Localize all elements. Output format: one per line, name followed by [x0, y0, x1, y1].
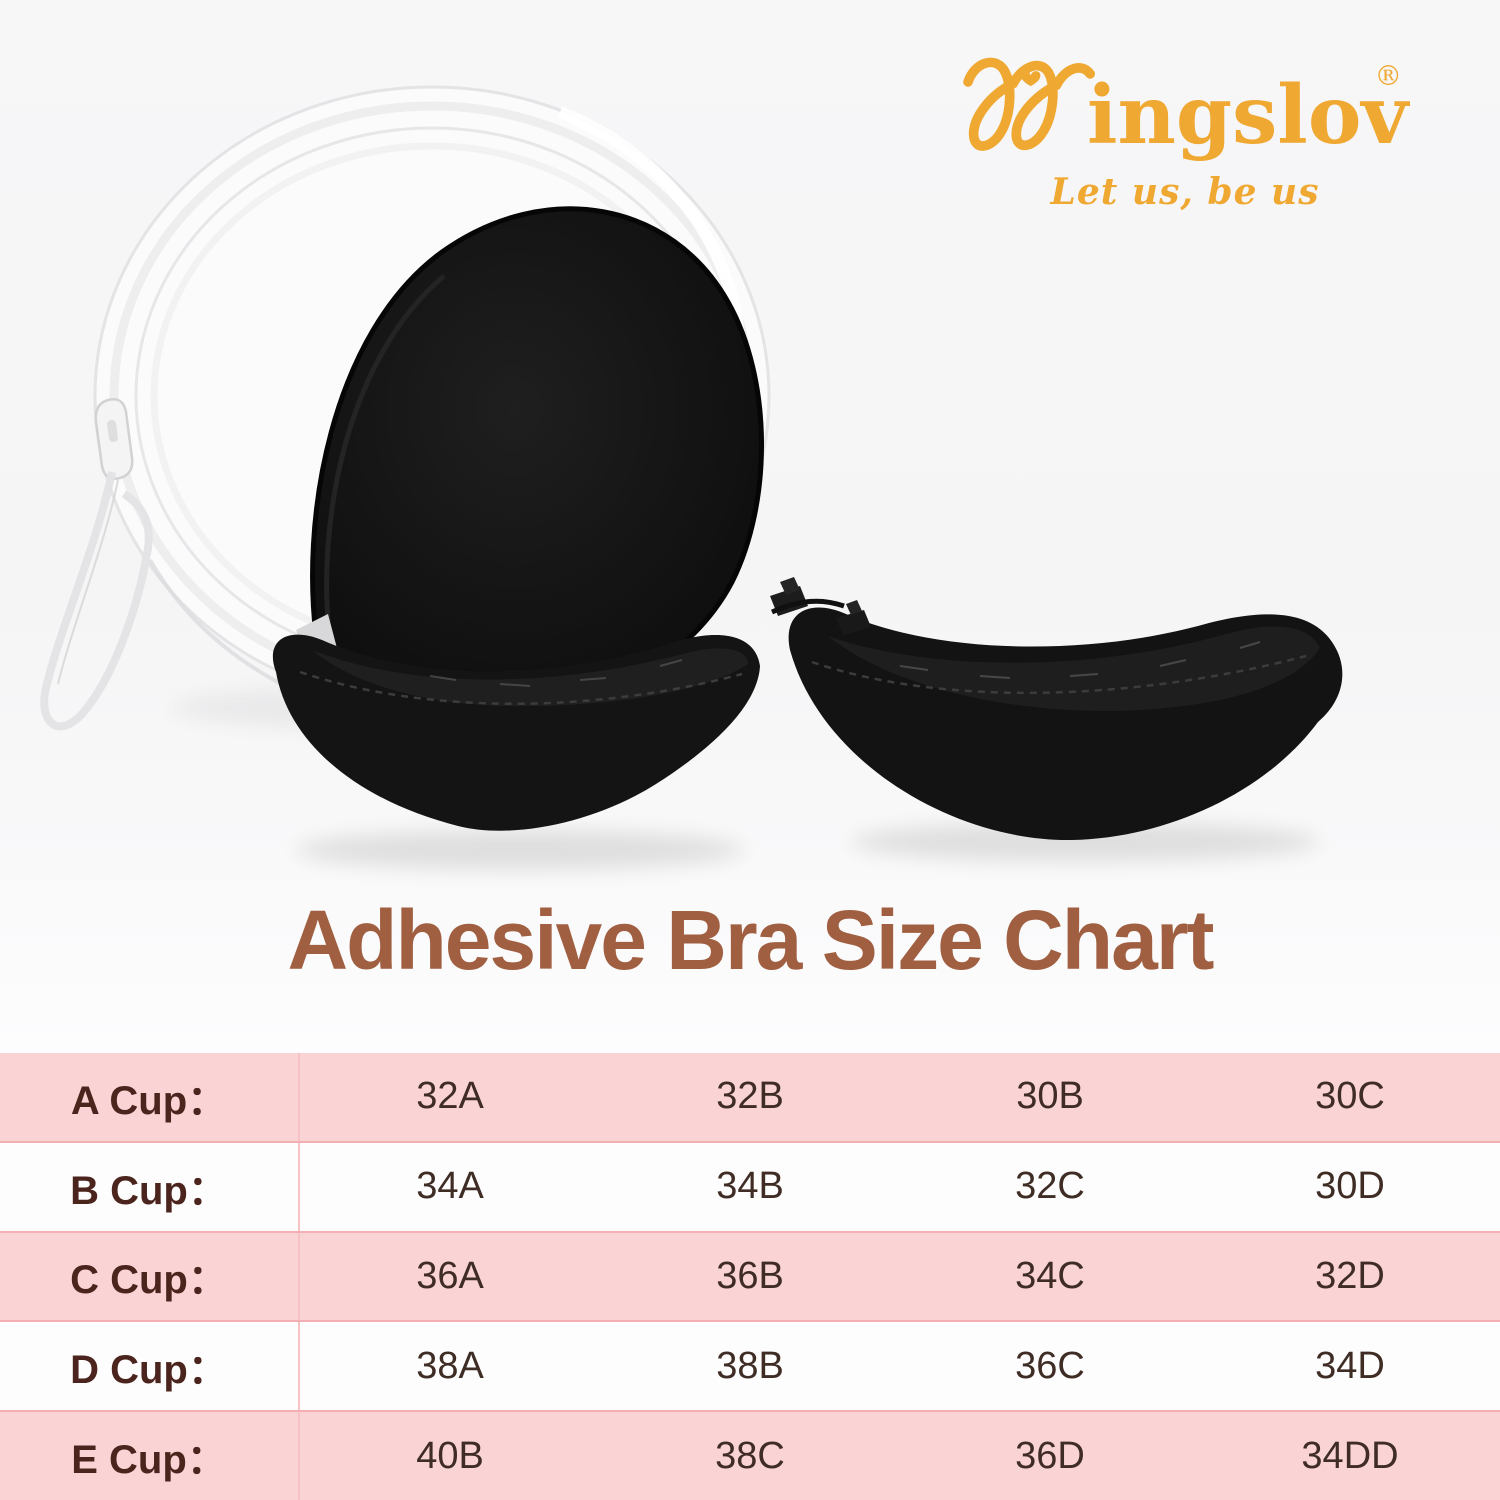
size-cell: 32B — [716, 1075, 784, 1118]
table-row-d-cup: D Cup： 38A 38B 36C 34D — [0, 1320, 1500, 1411]
cup-shadow-right — [850, 822, 1320, 862]
size-cell: 34A — [416, 1165, 484, 1208]
zipper-pull — [94, 398, 134, 480]
size-cell: 30B — [1016, 1075, 1084, 1118]
logo-w-mark — [963, 57, 1096, 151]
table-row-b-cup: B Cup： 34A 34B 32C 30D — [0, 1140, 1500, 1231]
row-header-c-cup: C Cup： — [0, 1232, 300, 1321]
size-cell: 40B — [416, 1434, 484, 1477]
product-photo — [40, 85, 1343, 870]
adhesive-cup-left — [272, 634, 760, 831]
adhesive-cup-right — [788, 607, 1343, 841]
size-cell: 36A — [416, 1254, 484, 1297]
table-row-e-cup: E Cup： 40B 38C 36D 34DD — [0, 1410, 1500, 1500]
row-header-a-cup: A Cup： — [0, 1053, 300, 1141]
size-cell: 32A — [416, 1075, 484, 1118]
size-cell: 32D — [1315, 1254, 1385, 1297]
table-row-a-cup: A Cup： 32A 32B 30B 30C — [0, 1053, 1500, 1141]
size-cell: 34DD — [1301, 1434, 1399, 1477]
size-cell: 32C — [1015, 1165, 1085, 1208]
size-cell: 30D — [1315, 1165, 1385, 1208]
size-cell: 38C — [715, 1434, 785, 1477]
size-cell: 34B — [716, 1165, 784, 1208]
zipper-strap — [40, 471, 153, 731]
registered-trademark-icon: ® — [1375, 61, 1402, 92]
size-cell: 34C — [1015, 1254, 1085, 1297]
front-clasp — [770, 577, 871, 635]
page-title: Adhesive Bra Size Chart — [287, 893, 1214, 987]
size-cell: 34D — [1315, 1344, 1385, 1387]
row-header-d-cup: D Cup： — [0, 1322, 300, 1411]
size-cell: 36B — [716, 1254, 784, 1297]
brand-tagline: Let us, be us — [1050, 171, 1320, 213]
size-cell: 36D — [1015, 1434, 1085, 1477]
logo-heart-icon — [1021, 71, 1041, 86]
brand-wordmark: ingslove ® — [963, 57, 1410, 162]
table-row-c-cup: C Cup： 36A 36B 34C 32D — [0, 1230, 1500, 1321]
size-cell: 38B — [716, 1344, 784, 1387]
brand-wordmark-text: ingslove — [1087, 68, 1410, 162]
brand-logo: ingslove ® Let us, be us — [960, 48, 1410, 213]
size-cell: 36C — [1015, 1344, 1085, 1387]
row-header-b-cup: B Cup： — [0, 1142, 300, 1231]
cup-shadow-left — [295, 830, 745, 870]
size-cell: 38A — [416, 1344, 484, 1387]
size-chart-table: A Cup： 32A 32B 30B 30C B Cup： 34A 34B 32… — [0, 1053, 1500, 1500]
size-cell: 30C — [1315, 1075, 1385, 1118]
row-header-e-cup: E Cup： — [0, 1412, 300, 1500]
